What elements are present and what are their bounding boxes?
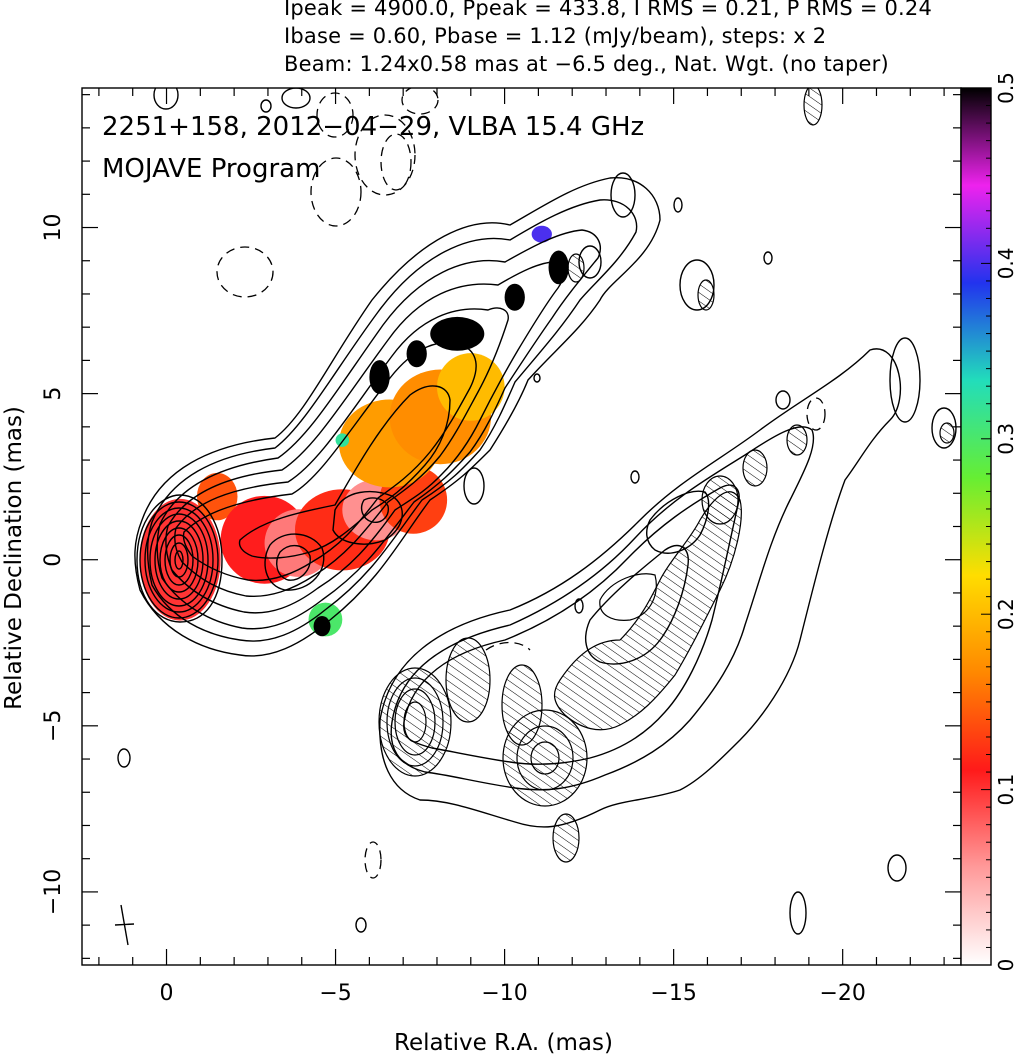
polarization-blob-16	[548, 250, 569, 285]
colorbar-tick-label: 0.1	[994, 774, 1018, 806]
y-tick-label: 10	[41, 214, 66, 242]
polarization-blob-12	[369, 360, 390, 394]
polarization-blob-13	[406, 340, 427, 368]
colorbar-tick-label: 0.5	[994, 72, 1018, 104]
header-line-1: Ipeak = 4900.0, Ppeak = 433.8, I RMS = 0…	[284, 0, 933, 20]
program-label: MOJAVE Program	[102, 154, 321, 184]
displaced-image-outer-contour	[379, 348, 902, 828]
x-tick-label: −10	[481, 981, 527, 1006]
x-tick-label: −20	[819, 981, 865, 1006]
polarization-blob-14	[430, 316, 485, 351]
intensity-contours	[117, 88, 957, 935]
y-tick-label: 0	[41, 553, 66, 567]
beam-cross	[114, 904, 135, 946]
polarization-blob-1	[196, 472, 238, 521]
x-tick-label: 0	[160, 981, 174, 1006]
colorbar-tick-label: 0.4	[994, 247, 1018, 279]
colorbar-tick-label: 0.2	[994, 598, 1018, 630]
y-tick-label: −5	[41, 710, 66, 742]
x-tick-label: −5	[319, 981, 351, 1006]
polarization-blob-17	[531, 225, 552, 243]
colorbar-tick-label: 0.3	[994, 423, 1018, 455]
y-tick-label: 5	[41, 387, 66, 401]
polarization-blob-15	[504, 283, 525, 311]
header-line-2: Ibase = 0.60, Pbase = 1.12 (mJy/beam), s…	[284, 24, 827, 48]
x-tick-label: −15	[650, 981, 696, 1006]
core-contours	[136, 494, 223, 623]
jet-outer-contour	[134, 177, 661, 657]
x-axis-label: Relative R.A. (mas)	[394, 1030, 613, 1056]
y-axis-label: Relative Declination (mas)	[1, 406, 27, 710]
knot-contour-d	[360, 497, 389, 523]
colorbar-tick-label: 0	[994, 959, 1018, 972]
source-label: 2251+158, 2012−04−29, VLBA 15.4 GHz	[102, 112, 645, 142]
knot-contour-a	[332, 490, 403, 545]
displaced-image-hatched-regions	[378, 88, 955, 863]
y-tick-label: −10	[41, 869, 66, 915]
knot-contour-c	[276, 545, 311, 581]
colorbar-axis: 0 0.1 0.2 0.3 0.4 0.5	[981, 72, 1018, 971]
header-line-3: Beam: 1.24x0.58 mas at −6.5 deg., Nat. W…	[284, 52, 889, 76]
knot-contour-b	[264, 533, 325, 591]
